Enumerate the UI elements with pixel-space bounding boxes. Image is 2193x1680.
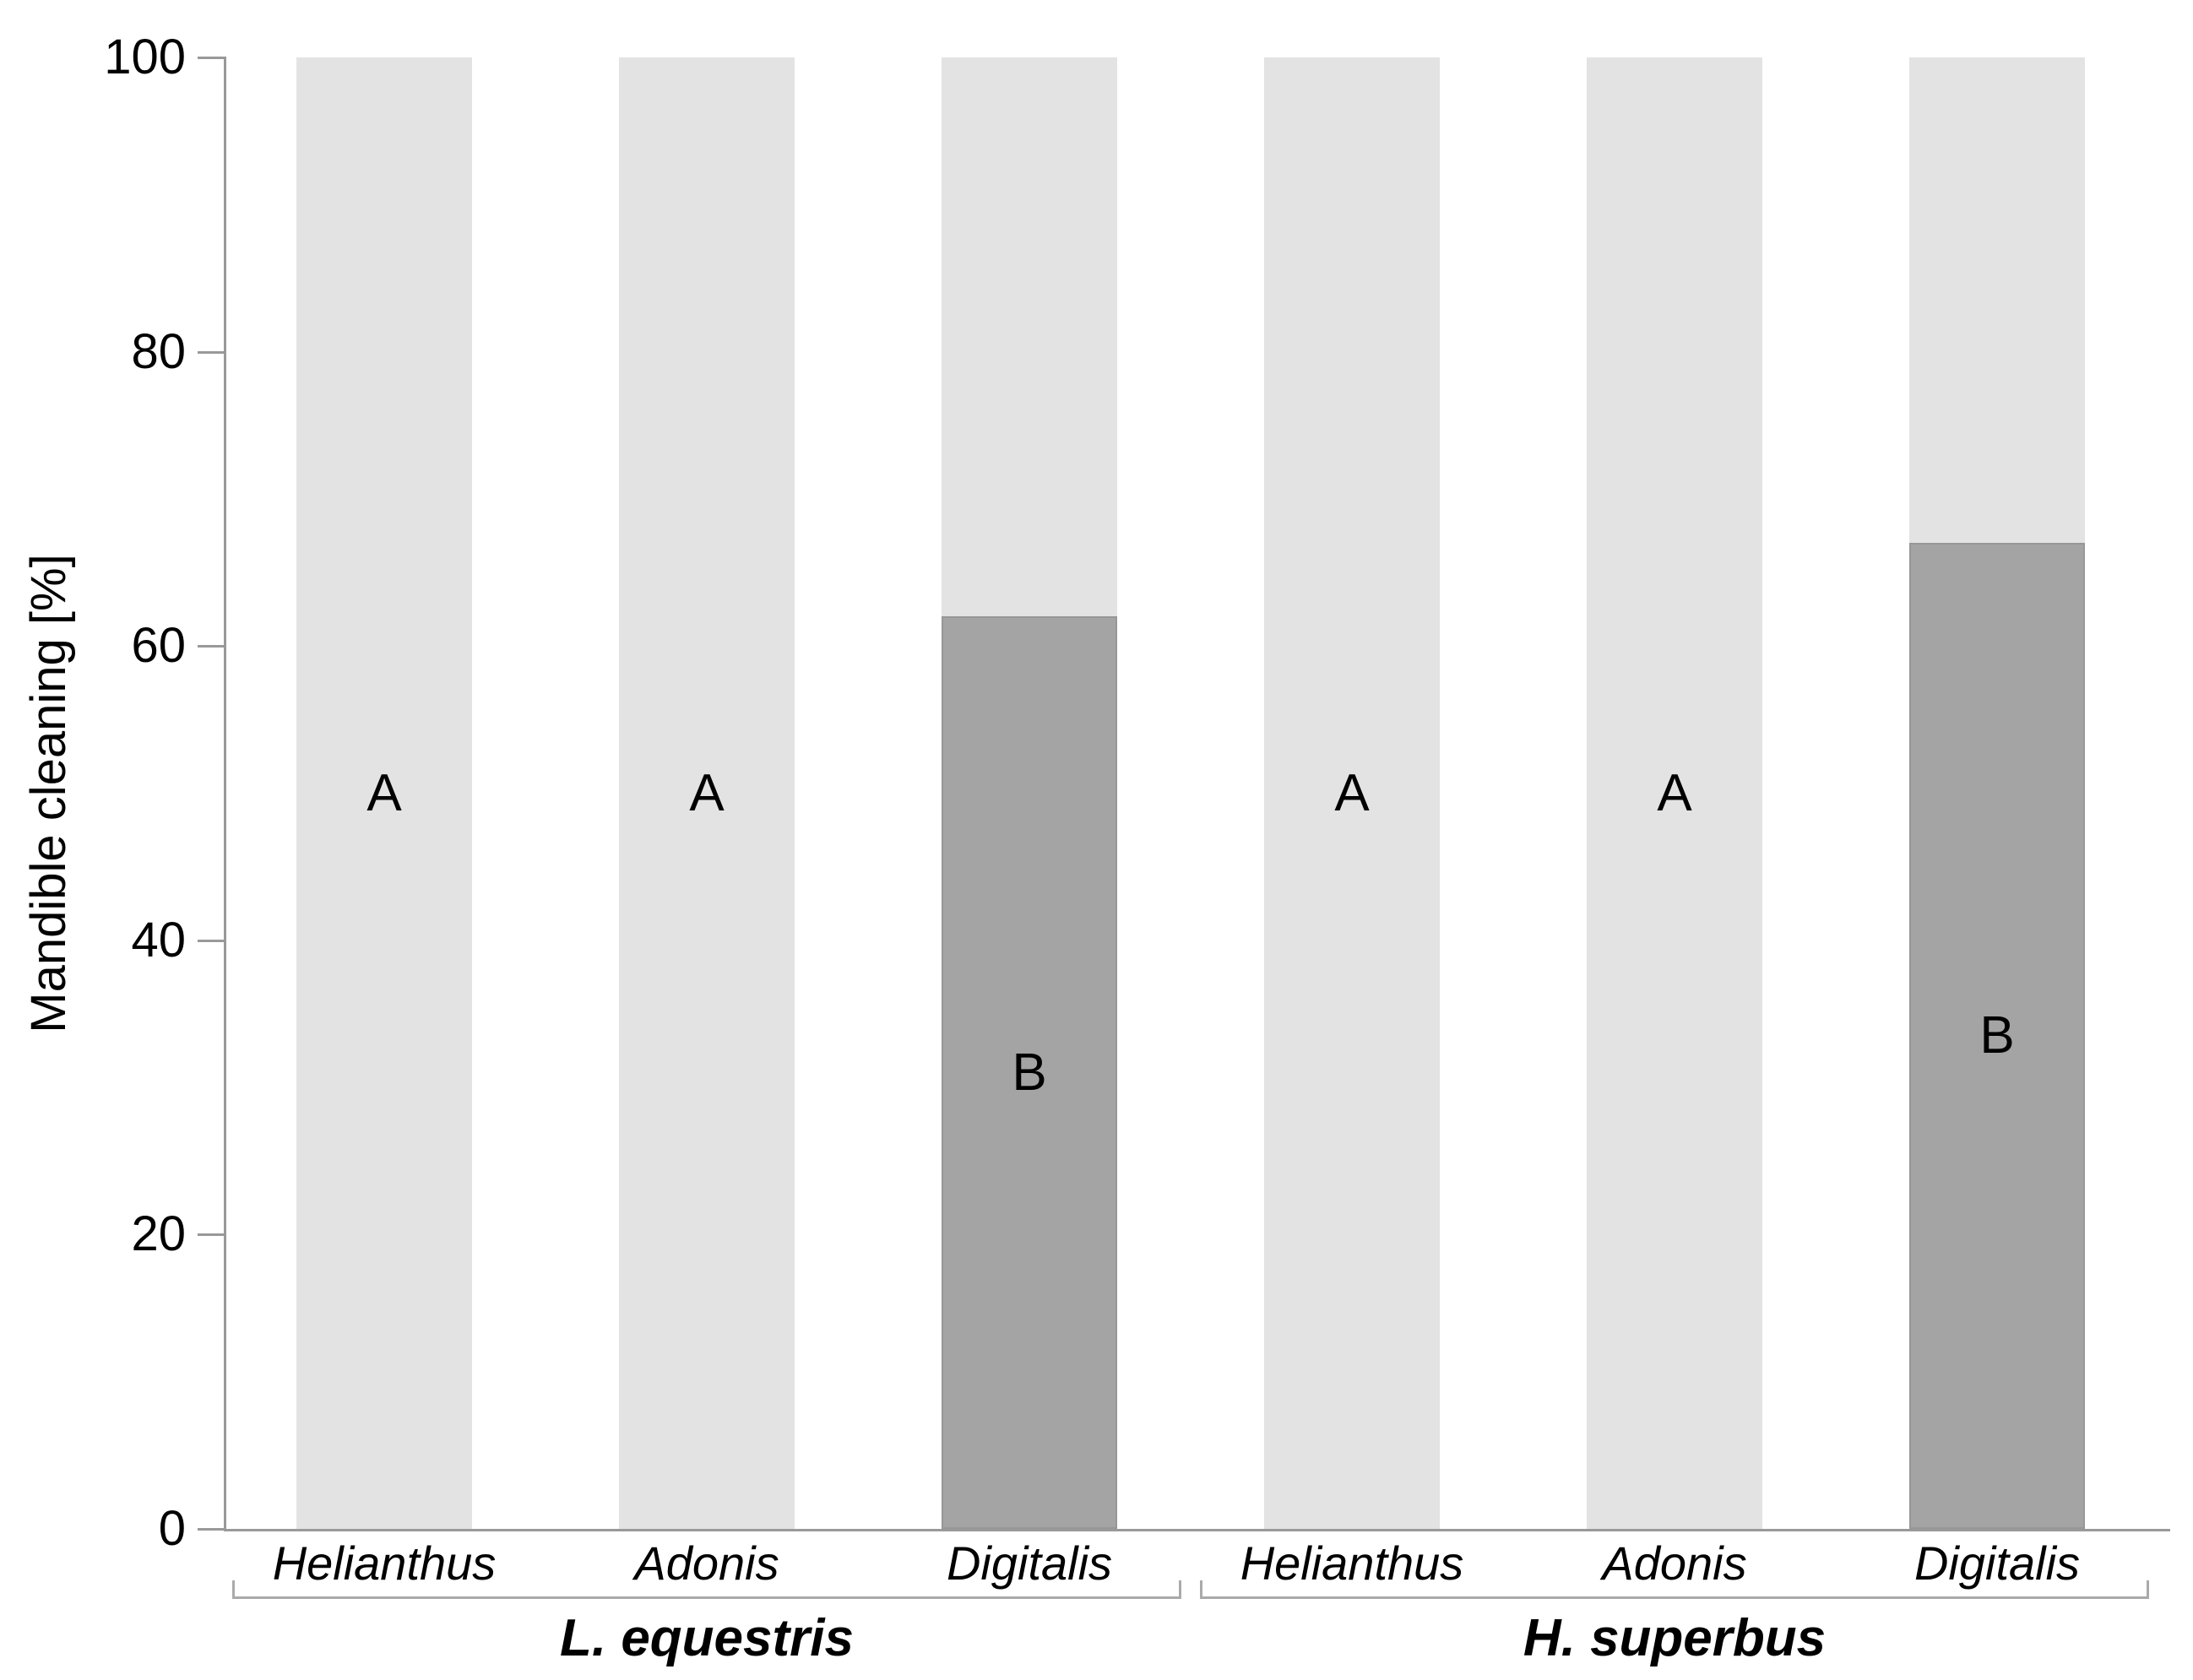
x-axis-line <box>224 1529 2170 1531</box>
y-tick-label: 40 <box>131 912 186 967</box>
group-bracket <box>232 1580 1181 1599</box>
x-category-label: Helianthus <box>1240 1536 1464 1590</box>
x-category-label: Helianthus <box>272 1536 497 1590</box>
group-label: H. superbus <box>1523 1609 1827 1667</box>
y-tick-label: 60 <box>131 618 186 674</box>
bar-significance-letter: B <box>1979 1006 2015 1065</box>
y-tick-label: 20 <box>131 1206 186 1262</box>
y-tick-label: 100 <box>104 30 186 84</box>
y-tick-mark <box>198 350 226 354</box>
y-tick-label: 80 <box>131 323 186 379</box>
x-category-label: Adonis <box>634 1536 779 1590</box>
bar-significance-letter: A <box>1657 763 1692 822</box>
bar-significance-letter: A <box>689 763 725 822</box>
bar-dark-segment <box>1909 543 2085 1529</box>
x-category-label: Digitalis <box>946 1536 1113 1590</box>
y-tick-mark <box>198 1233 226 1237</box>
group-label: L. equestris <box>560 1609 854 1667</box>
bar-light-segment <box>1264 57 1440 1529</box>
y-tick-mark <box>198 645 226 648</box>
y-tick-mark <box>198 57 226 59</box>
x-category-label: Adonis <box>1602 1536 1747 1590</box>
x-category-label: Digitalis <box>1913 1536 2081 1590</box>
y-tick-mark <box>198 939 226 942</box>
bar-significance-letter: B <box>1012 1043 1047 1102</box>
bar-light-segment <box>1587 57 1762 1529</box>
group-bracket <box>1200 1580 2149 1599</box>
y-tick-mark <box>198 1528 226 1531</box>
bar-significance-letter: A <box>1334 763 1370 822</box>
y-tick-label: 0 <box>158 1501 186 1556</box>
bar-light-segment <box>296 57 472 1529</box>
bar-dark-segment <box>942 616 1117 1529</box>
y-axis-line <box>224 57 226 1529</box>
bar-significance-letter: A <box>366 763 402 822</box>
bar-light-segment <box>619 57 795 1529</box>
